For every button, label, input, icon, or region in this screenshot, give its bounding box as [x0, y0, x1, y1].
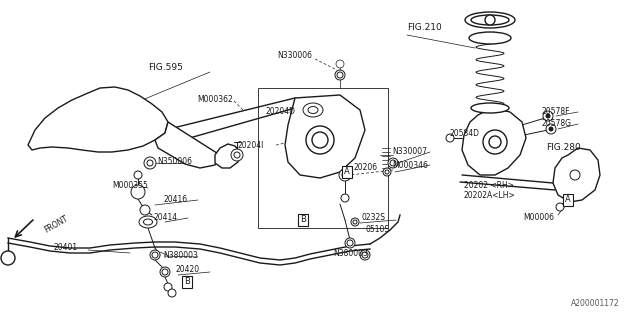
- Ellipse shape: [465, 12, 515, 28]
- Circle shape: [150, 250, 160, 260]
- Text: B: B: [184, 277, 190, 286]
- Circle shape: [546, 124, 556, 134]
- Text: 20584D: 20584D: [450, 129, 480, 138]
- Circle shape: [489, 136, 501, 148]
- Text: N380003: N380003: [333, 249, 368, 258]
- Text: 20204D: 20204D: [265, 108, 295, 116]
- Text: 20206: 20206: [354, 164, 378, 172]
- Ellipse shape: [308, 107, 318, 114]
- Circle shape: [570, 170, 580, 180]
- Circle shape: [341, 194, 349, 202]
- Circle shape: [446, 134, 454, 142]
- Circle shape: [483, 130, 507, 154]
- Circle shape: [390, 160, 396, 166]
- Text: 20414: 20414: [153, 213, 177, 222]
- Circle shape: [347, 240, 353, 246]
- Text: A: A: [344, 167, 350, 177]
- Circle shape: [231, 149, 243, 161]
- Circle shape: [168, 289, 176, 297]
- Text: N330007: N330007: [392, 148, 427, 156]
- Ellipse shape: [471, 103, 509, 113]
- Text: A200001172: A200001172: [572, 299, 620, 308]
- Circle shape: [306, 126, 334, 154]
- Text: 20578G: 20578G: [541, 119, 571, 129]
- Circle shape: [556, 203, 564, 211]
- Circle shape: [360, 250, 370, 260]
- Text: FRONT: FRONT: [43, 214, 70, 234]
- Circle shape: [549, 127, 553, 131]
- Circle shape: [345, 238, 355, 248]
- Text: 20202 <RH>: 20202 <RH>: [464, 180, 514, 189]
- Polygon shape: [28, 87, 168, 152]
- Text: FIG.595: FIG.595: [148, 63, 183, 73]
- Circle shape: [546, 114, 550, 118]
- Text: M00006: M00006: [523, 212, 554, 221]
- Circle shape: [131, 185, 145, 199]
- Circle shape: [152, 252, 158, 258]
- Circle shape: [351, 218, 359, 226]
- Circle shape: [164, 283, 172, 291]
- Text: 20202A<LH>: 20202A<LH>: [464, 191, 516, 201]
- Circle shape: [336, 60, 344, 68]
- Text: M000362: M000362: [197, 95, 233, 105]
- Circle shape: [353, 220, 357, 224]
- Ellipse shape: [143, 219, 152, 225]
- Circle shape: [140, 205, 150, 215]
- Circle shape: [234, 152, 240, 158]
- Text: 0510S: 0510S: [365, 226, 389, 235]
- Text: A: A: [565, 196, 571, 204]
- Text: 20401: 20401: [54, 244, 78, 252]
- Circle shape: [388, 158, 398, 168]
- Polygon shape: [155, 122, 220, 168]
- Ellipse shape: [303, 103, 323, 117]
- Circle shape: [162, 269, 168, 275]
- Text: N350006: N350006: [157, 157, 192, 166]
- Text: M000346: M000346: [392, 162, 428, 171]
- Text: 20416: 20416: [163, 196, 187, 204]
- Text: N330006: N330006: [277, 52, 312, 60]
- Polygon shape: [285, 95, 365, 178]
- Circle shape: [144, 157, 156, 169]
- Text: N380003: N380003: [163, 252, 198, 260]
- Circle shape: [485, 15, 495, 25]
- Text: 0232S: 0232S: [362, 213, 386, 222]
- Circle shape: [362, 252, 368, 258]
- Circle shape: [335, 70, 345, 80]
- Text: 20420: 20420: [176, 266, 200, 275]
- Circle shape: [543, 111, 553, 121]
- Bar: [258, 88, 388, 228]
- Circle shape: [134, 171, 142, 179]
- Circle shape: [383, 168, 391, 176]
- Polygon shape: [215, 144, 240, 168]
- Circle shape: [337, 72, 343, 78]
- Ellipse shape: [469, 32, 511, 44]
- Circle shape: [147, 160, 153, 166]
- Ellipse shape: [139, 216, 157, 228]
- Ellipse shape: [471, 15, 509, 25]
- Text: B: B: [300, 215, 306, 225]
- Circle shape: [312, 132, 328, 148]
- Circle shape: [385, 170, 389, 174]
- Circle shape: [1, 251, 15, 265]
- Polygon shape: [462, 108, 526, 175]
- Text: M000355: M000355: [112, 181, 148, 190]
- Circle shape: [339, 169, 351, 181]
- Text: 20578F: 20578F: [541, 108, 570, 116]
- Text: 20204I: 20204I: [238, 140, 264, 149]
- Text: FIG.280: FIG.280: [546, 143, 580, 153]
- Text: FIG.210: FIG.210: [407, 23, 442, 33]
- Polygon shape: [553, 148, 600, 202]
- Circle shape: [342, 172, 348, 178]
- Circle shape: [160, 267, 170, 277]
